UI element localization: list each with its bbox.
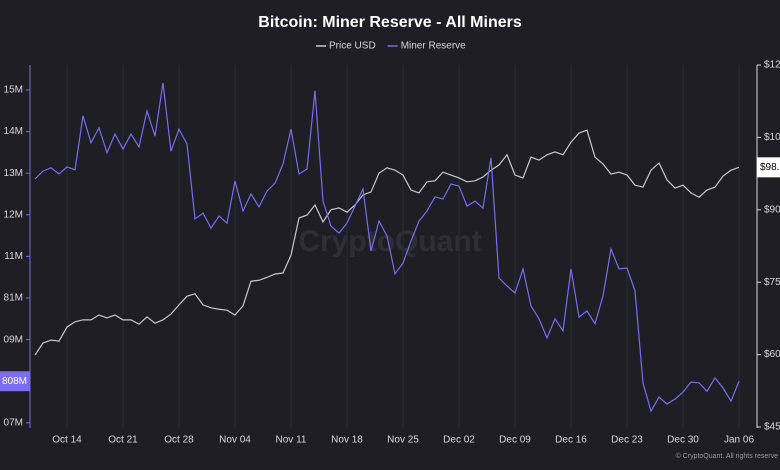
y-tick-label: 07M (4, 417, 23, 428)
x-tick-label: Dec 30 (667, 435, 699, 446)
series-line (34, 129, 740, 356)
x-tick-label: Jan 06 (724, 435, 754, 446)
last-value-box (0, 371, 30, 392)
y-tick-label: 09M (4, 334, 23, 345)
y2-tick-label: $90 (764, 204, 780, 215)
y2-tick-label: $10 (764, 132, 780, 143)
y-tick-label: 81M (4, 293, 23, 304)
x-tick-label: Nov 25 (387, 435, 419, 446)
y-tick-label: 14M (4, 126, 23, 137)
x-tick-label: Nov 11 (276, 435, 307, 446)
x-tick-label: Dec 23 (611, 435, 643, 446)
x-tick-label: Nov 18 (331, 435, 363, 446)
y2-tick-label: $12 (764, 60, 780, 71)
x-tick-label: Dec 16 (555, 435, 587, 446)
y2-tick-label: $75 (764, 277, 780, 288)
x-tick-label: Oct 21 (108, 435, 138, 446)
footer: © CryptoQuant. All rights reserve (676, 452, 779, 460)
y2-tick-label: $45 (764, 422, 780, 433)
x-tick-label: Oct 14 (52, 435, 82, 446)
last-value-label: 808M (2, 376, 27, 387)
y-tick-label: 12M (4, 209, 23, 220)
last-value-label: $98.8 (760, 162, 780, 173)
x-tick-label: Oct 28 (164, 435, 194, 446)
x-tick-label: Nov 04 (219, 435, 251, 446)
chart-title: Bitcoin: Miner Reserve - All Miners (258, 14, 522, 31)
series-line (34, 82, 740, 413)
last-value-box (757, 157, 780, 178)
y-tick-label: 15M (4, 85, 23, 96)
y-tick-label: 13M (4, 168, 23, 179)
y2-tick-label: $60 (764, 349, 780, 360)
x-tick-label: Dec 02 (443, 435, 475, 446)
legend-label: Price USD (329, 41, 376, 52)
legend-label: Miner Reserve (401, 41, 466, 52)
y-tick-label: 11M (4, 251, 23, 262)
x-tick-label: Dec 09 (499, 435, 531, 446)
